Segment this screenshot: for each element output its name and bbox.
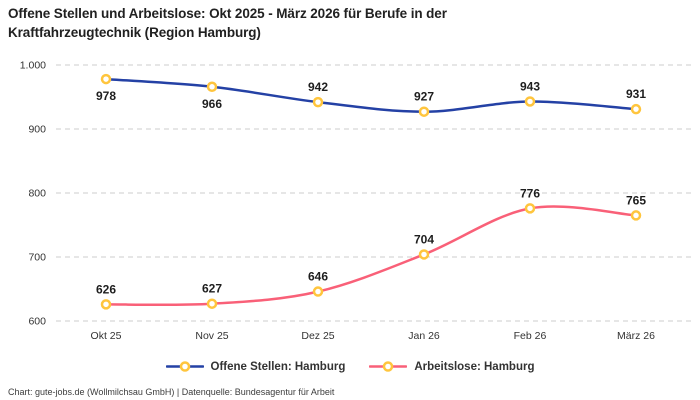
data-point-marker[interactable] bbox=[312, 286, 324, 297]
data-point-marker[interactable] bbox=[206, 298, 218, 309]
x-axis-tick-label: Feb 26 bbox=[514, 330, 547, 342]
x-axis-tick-label: Okt 25 bbox=[91, 330, 122, 342]
x-axis-tick-label: Nov 25 bbox=[195, 330, 228, 342]
data-point-marker[interactable] bbox=[630, 210, 642, 221]
line-chart-plot-area: 1.000 900 800 700 600 Okt 25 Nov 25 Dez 25 Jan 2… bbox=[20, 60, 692, 342]
y-axis-tick-label: 800 bbox=[28, 188, 46, 200]
legend-item[interactable]: Offene Stellen: Hamburg bbox=[165, 360, 346, 373]
data-point-marker[interactable] bbox=[100, 299, 112, 310]
x-axis-tick-label: März 26 bbox=[617, 330, 655, 342]
data-point-value-label: 776 bbox=[520, 186, 540, 200]
data-point-value-label: 931 bbox=[626, 87, 646, 101]
data-point-marker[interactable] bbox=[418, 106, 430, 117]
y-axis-tick-label: 900 bbox=[28, 124, 46, 136]
series-line bbox=[104, 77, 638, 113]
x-axis-tick-label: Jan 26 bbox=[408, 330, 440, 342]
chart-title: Offene Stellen und Arbeitslose: Okt 2025… bbox=[8, 5, 648, 42]
data-point-marker[interactable] bbox=[418, 249, 430, 260]
legend-label: Offene Stellen: Hamburg bbox=[210, 360, 346, 373]
chart-title-line2: Kraftfahrzeugtechnik (Region Hamburg) bbox=[8, 24, 261, 40]
legend-item[interactable]: Arbeitslose: Hamburg bbox=[369, 360, 534, 373]
data-point-marker[interactable] bbox=[630, 103, 642, 115]
data-point-value-label: 978 bbox=[96, 89, 116, 103]
series-line bbox=[104, 205, 638, 307]
data-point-marker[interactable] bbox=[524, 203, 536, 214]
data-point-value-label: 942 bbox=[308, 80, 328, 94]
y-axis-tick-label: 600 bbox=[28, 316, 46, 328]
chart-source-footer: Chart: gute-jobs.de (Wollmilchsau GmbH) … bbox=[8, 387, 335, 397]
data-point-marker[interactable] bbox=[524, 96, 536, 107]
data-point-marker[interactable] bbox=[206, 81, 218, 93]
data-point-marker[interactable] bbox=[312, 96, 324, 108]
data-point-value-label: 966 bbox=[202, 97, 222, 111]
data-point-value-label: 626 bbox=[96, 282, 116, 296]
legend-line-marker-icon bbox=[165, 361, 204, 372]
data-point-value-label: 765 bbox=[626, 193, 646, 207]
chart-legend: Offene Stellen: Hamburg Arbeitslose: Hamb… bbox=[0, 360, 700, 373]
data-point-value-label: 704 bbox=[414, 232, 434, 246]
chart-title-line1: Offene Stellen und Arbeitslose: Okt 2025… bbox=[8, 6, 447, 21]
data-point-marker[interactable] bbox=[100, 73, 112, 85]
y-axis-tick-label: 700 bbox=[28, 252, 46, 264]
legend-line-marker-icon bbox=[369, 361, 408, 372]
legend-label: Arbeitslose: Hamburg bbox=[414, 360, 535, 373]
x-axis-tick-label: Dez 25 bbox=[301, 330, 334, 342]
data-point-value-label: 943 bbox=[520, 80, 540, 94]
y-axis-tick-label: 1.000 bbox=[20, 60, 46, 72]
data-point-value-label: 627 bbox=[202, 282, 222, 296]
data-point-value-label: 646 bbox=[308, 270, 328, 284]
data-point-value-label: 927 bbox=[414, 90, 434, 104]
